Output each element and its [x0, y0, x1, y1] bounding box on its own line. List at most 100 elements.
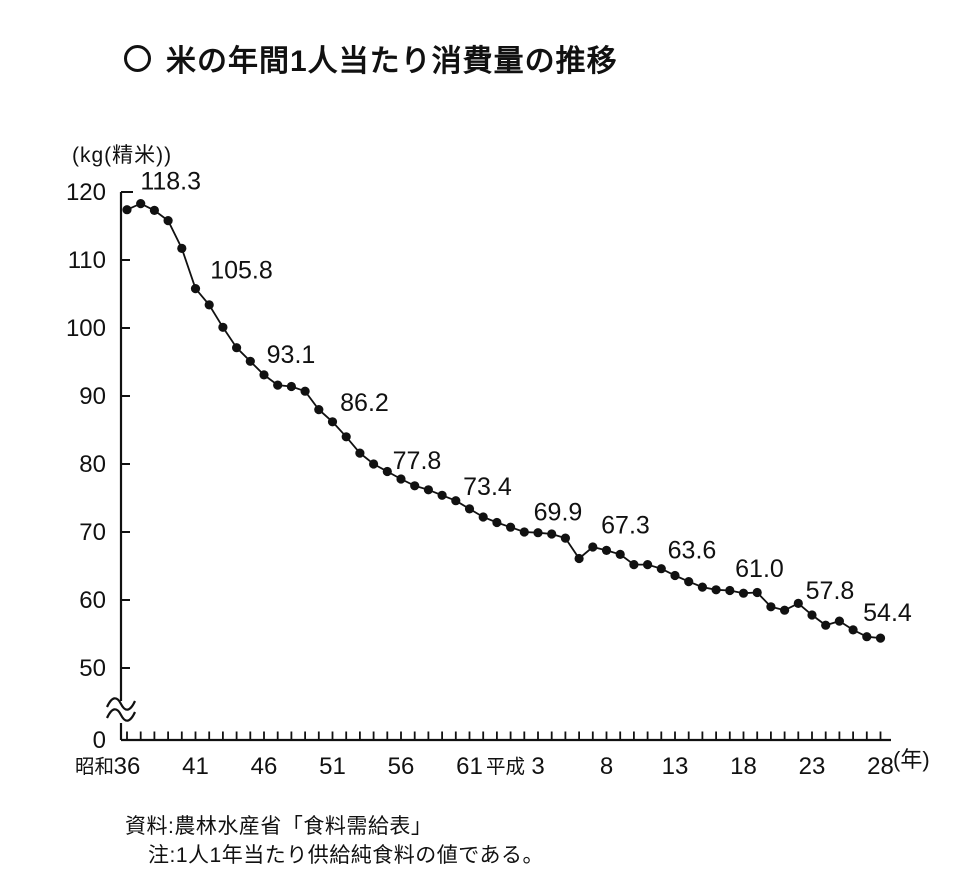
- x-tick-label: 18: [730, 753, 757, 780]
- data-point: [437, 490, 447, 500]
- data-point: [410, 481, 420, 491]
- data-point: [273, 380, 283, 390]
- x-tick-label: 51: [319, 753, 346, 780]
- data-point: [245, 356, 255, 366]
- y-tick-label: 120: [66, 179, 106, 206]
- data-point: [464, 504, 475, 514]
- data-point: [752, 587, 762, 598]
- point-value-label: 73.4: [463, 473, 512, 501]
- data-point: [643, 560, 653, 570]
- y-tick-label: 60: [79, 587, 106, 614]
- data-point: [519, 527, 529, 537]
- axis-break-icon: [105, 697, 137, 722]
- point-value-label: 77.8: [393, 447, 442, 475]
- note-line: 注:1人1年当たり供給純食料の値である。: [148, 844, 544, 867]
- source-line: 資料:農林水産省「食料需給表」: [125, 815, 433, 838]
- point-value-label: 118.3: [140, 168, 201, 196]
- data-point: [204, 300, 214, 310]
- data-point: [807, 610, 817, 620]
- x-axis-unit-label: (年): [893, 747, 930, 772]
- x-tick-label: 41: [182, 753, 209, 780]
- era-prefix-label: 昭和: [75, 756, 114, 778]
- y-tick-label: 50: [79, 655, 106, 682]
- data-point: [725, 585, 735, 596]
- axes: [119, 192, 891, 742]
- data-point: [834, 616, 845, 626]
- point-value-label: 61.0: [735, 555, 784, 583]
- point-value-label: 69.9: [534, 499, 583, 527]
- data-point: [286, 381, 296, 392]
- data-point: [670, 570, 680, 581]
- point-value-label: 86.2: [340, 389, 389, 417]
- point-value-label: 67.3: [601, 511, 650, 539]
- data-point: [875, 633, 886, 643]
- x-ticks: [126, 731, 882, 740]
- data-point: [327, 417, 338, 427]
- data-point: [862, 632, 872, 642]
- data-point: [601, 545, 612, 556]
- data-point: [122, 205, 132, 215]
- data-point: [149, 205, 159, 215]
- x-tick-label: 36: [114, 753, 141, 780]
- y-tick-label: 110: [68, 247, 106, 274]
- data-point: [232, 343, 242, 353]
- data-point: [766, 602, 776, 612]
- data-point: [451, 496, 461, 506]
- data-point: [218, 322, 228, 332]
- point-value-label: 93.1: [267, 341, 316, 369]
- data-point: [697, 582, 708, 592]
- data-point: [506, 522, 516, 532]
- data-point: [190, 284, 201, 294]
- point-value-label: 57.8: [806, 577, 855, 605]
- data-point: [656, 564, 666, 574]
- y-axis-unit-label: (kg(精米)): [72, 144, 173, 167]
- data-point: [136, 199, 146, 209]
- x-tick-label: 23: [799, 753, 826, 780]
- x-tick-label: 56: [388, 753, 415, 780]
- point-value-label: 63.6: [668, 537, 717, 565]
- data-point: [793, 598, 803, 609]
- x-tick-label: 8: [600, 753, 613, 780]
- circle-bullet-icon: [124, 44, 151, 72]
- x-tick-label: 46: [251, 753, 278, 780]
- x-tick-label: 28: [867, 753, 894, 780]
- page-title: 米の年間1人当たり消費量の推移: [124, 36, 618, 80]
- data-point: [341, 432, 351, 442]
- y-tick-label: 90: [79, 383, 106, 410]
- x-tick-label: 13: [662, 753, 689, 780]
- era-prefix-label: 平成: [486, 756, 525, 778]
- y-tick-label: 0: [93, 727, 106, 754]
- data-point: [396, 474, 406, 484]
- data-point: [615, 549, 625, 560]
- data-point: [684, 577, 694, 587]
- page-title-text: 米の年間1人当たり消費量の推移: [166, 45, 618, 78]
- data-point: [533, 528, 543, 538]
- data-point: [259, 370, 269, 380]
- y-tick-label: 80: [79, 451, 106, 478]
- data-point: [382, 466, 392, 477]
- data-point: [574, 553, 584, 564]
- data-point: [780, 605, 790, 615]
- data-point: [369, 459, 379, 469]
- point-value-label: 105.8: [210, 257, 273, 285]
- x-tick-label: 3: [531, 753, 544, 780]
- point-value-label: 54.4: [863, 599, 912, 627]
- data-point: [711, 585, 721, 595]
- y-tick-label: 70: [79, 519, 106, 546]
- data-point: [423, 485, 433, 495]
- x-tick-label: 61: [456, 753, 483, 780]
- data-point: [560, 533, 571, 543]
- data-point: [629, 560, 639, 570]
- data-point: [547, 529, 557, 539]
- y-tick-label: 100: [66, 315, 106, 342]
- data-point: [821, 620, 831, 630]
- data-point: [588, 542, 598, 552]
- data-point: [177, 243, 187, 253]
- data-point: [163, 216, 173, 226]
- data-point: [848, 625, 858, 635]
- data-point: [492, 517, 502, 528]
- data-point: [314, 405, 324, 415]
